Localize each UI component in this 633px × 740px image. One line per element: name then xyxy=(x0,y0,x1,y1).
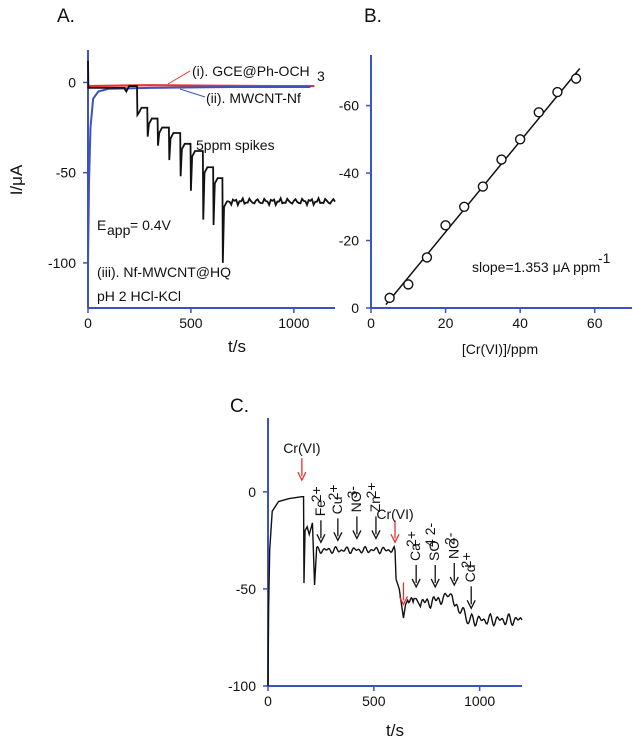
x-axis-label-c: t/s xyxy=(386,721,404,740)
x-axis-label-b: [Cr(VI)]/ppm xyxy=(462,341,538,357)
legend-i-leader xyxy=(168,71,190,84)
data-point xyxy=(534,108,543,117)
y-tick-label-c: 0 xyxy=(248,484,256,500)
label-eapp-sub: app xyxy=(107,222,131,238)
legend-i-sub: 3 xyxy=(317,68,325,84)
ion-label-sup-3: 2+ xyxy=(325,484,341,500)
data-point xyxy=(572,74,581,83)
ion-label-sup-6: 2+ xyxy=(403,531,419,547)
y-tick-label-a: 0 xyxy=(68,74,76,90)
legend-ii-leader xyxy=(180,89,205,97)
y-tick-label-a: -50 xyxy=(56,165,76,181)
x-tick-label-a: 0 xyxy=(84,315,92,331)
data-point xyxy=(441,221,450,230)
y-tick-label-b: -40 xyxy=(339,165,359,181)
y-tick-label-b: -20 xyxy=(339,233,359,249)
label-ph: pH 2 HCl-KCl xyxy=(97,288,181,304)
ion-label-sup-7: 4 2- xyxy=(422,522,438,546)
data-point xyxy=(478,182,487,191)
arrow-label-0: Cr(VI) xyxy=(283,440,320,456)
y-tick-label-b: 0 xyxy=(351,300,359,316)
x-tick-label-b: 60 xyxy=(587,315,603,331)
ion-label-sup-5: 2+ xyxy=(363,482,379,498)
x-tick-label-b: 0 xyxy=(367,315,375,331)
y-tick-label-b: -60 xyxy=(339,98,359,114)
panel-label-c: C. xyxy=(230,396,249,417)
y-axis-label-a: I/μA xyxy=(7,164,26,195)
x-tick-label-b: 20 xyxy=(438,315,454,331)
data-point xyxy=(497,155,506,164)
x-tick-label-a: 1000 xyxy=(278,315,309,331)
chart-a: 0 500 1000 0 -50 -100 t/s I/μA (i). GCE@Ph-OCH 3 (… xyxy=(7,50,335,356)
x-tick-label-a: 500 xyxy=(179,315,203,331)
data-point xyxy=(385,293,394,302)
label-eapp: E xyxy=(97,217,106,233)
ion-label-sup-9: 2+ xyxy=(458,552,474,568)
x-tick-label-c: 500 xyxy=(362,693,386,709)
y-tick-label-c: -50 xyxy=(236,581,256,597)
x-axis-label-a: t/s xyxy=(228,337,246,356)
y-tick-label-a: -100 xyxy=(48,255,76,271)
data-point xyxy=(422,253,431,262)
slope-annotation: slope=1.353 μA ppm xyxy=(472,259,600,275)
x-tick-label-c: 1000 xyxy=(464,693,495,709)
ion-label-sup-2: 2+ xyxy=(308,486,324,502)
x-tick-label-c: 0 xyxy=(264,693,272,709)
slope-annotation-sup: -1 xyxy=(598,250,611,266)
series-i-line xyxy=(88,85,314,86)
panel-label-a: A. xyxy=(57,6,75,27)
chart-b: 0 20 40 60 0 -20 -40 -60 [Cr(VI)]/ppm slope=1.353… xyxy=(339,55,632,357)
label-eapp-val: = 0.4V xyxy=(130,217,172,233)
panel-label-b: B. xyxy=(364,6,382,27)
data-point xyxy=(460,202,469,211)
x-tick-label-b: 40 xyxy=(512,315,528,331)
legend-ii: (ii). MWCNT-Nf xyxy=(206,90,301,106)
data-point xyxy=(553,88,562,97)
label-iii: (iii). Nf-MWCNT@HQ xyxy=(97,264,231,280)
legend-i: (i). GCE@Ph-OCH xyxy=(192,63,310,79)
ion-label-sup-8: 2- xyxy=(441,532,457,545)
data-point xyxy=(516,135,525,144)
ion-label-sup-4: 3- xyxy=(344,486,360,499)
label-spikes: 5ppm spikes xyxy=(196,137,275,153)
y-tick-label-c: -100 xyxy=(228,678,256,694)
data-point xyxy=(404,280,413,289)
